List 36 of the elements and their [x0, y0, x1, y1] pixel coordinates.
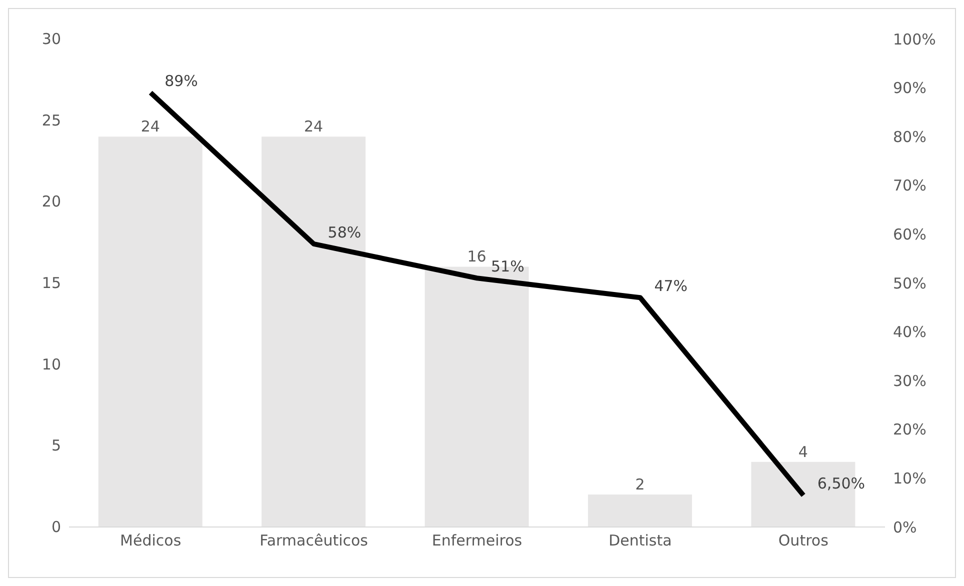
data-label: 51%: [491, 257, 524, 276]
y2-tick-label: 70%: [893, 176, 926, 195]
bar: [262, 136, 366, 527]
y2-tick-label: 20%: [893, 420, 926, 439]
data-label: 47%: [654, 276, 688, 295]
x-tick-label: Médicos: [120, 532, 182, 550]
y-tick-label: 0: [51, 518, 61, 536]
x-tick-label: Dentista: [608, 532, 672, 550]
x-tick-label: Outros: [778, 532, 829, 550]
y2-tick-label: 90%: [893, 79, 926, 98]
bar: [98, 136, 202, 527]
x-tick-label: Enfermeiros: [432, 532, 522, 550]
data-label: 58%: [328, 223, 362, 242]
y2-tick-label: 100%: [893, 30, 936, 48]
data-label: 4: [798, 442, 808, 461]
y2-tick-label: 50%: [893, 274, 926, 292]
data-label: 89%: [164, 72, 198, 90]
y-tick-label: 5: [51, 436, 61, 455]
y2-tick-label: 40%: [893, 323, 926, 342]
x-tick-label: Farmacêuticos: [260, 532, 368, 550]
bar: [588, 494, 692, 527]
y2-tick-label: 60%: [893, 226, 926, 244]
y-tick-label: 25: [42, 111, 61, 130]
y2-tick-label: 10%: [893, 470, 926, 488]
y2-tick-label: 0%: [893, 518, 917, 536]
data-label: 24: [140, 118, 160, 136]
data-label: 2: [635, 475, 645, 494]
y2-tick-label: 30%: [893, 372, 926, 390]
y-tick-label: 15: [42, 274, 61, 292]
y-tick-label: 30: [42, 30, 61, 48]
data-label: 24: [304, 118, 324, 136]
y-tick-label: 10: [42, 355, 61, 374]
data-label: 16: [467, 248, 486, 266]
data-label: 6,50%: [817, 474, 866, 493]
y-tick-label: 20: [42, 192, 61, 211]
y2-tick-label: 80%: [893, 128, 926, 146]
